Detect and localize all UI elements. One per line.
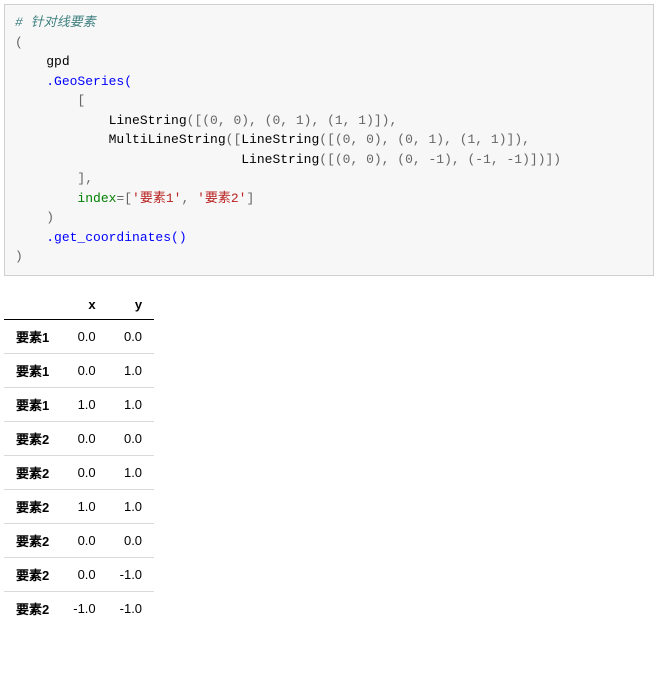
code-geoseries: .GeoSeries( — [46, 74, 132, 89]
table-row-index: 要素2 — [4, 557, 61, 591]
table-cell-y: 0.0 — [108, 319, 154, 353]
table-row-index: 要素1 — [4, 387, 61, 421]
code-multilinestring: MultiLineString — [109, 132, 226, 147]
table-row: 要素10.01.0 — [4, 353, 154, 387]
code-index-eq: =[ — [116, 191, 132, 206]
table-cell-x: 0.0 — [61, 421, 107, 455]
table-cell-y: -1.0 — [108, 591, 154, 625]
table-row-index: 要素1 — [4, 353, 61, 387]
table-cell-x: -1.0 — [61, 591, 107, 625]
table-cell-x: 1.0 — [61, 489, 107, 523]
table-cell-x: 0.0 — [61, 557, 107, 591]
code-index-v1: '要素1' — [132, 191, 181, 206]
table-row: 要素2-1.0-1.0 — [4, 591, 154, 625]
table-cell-x: 1.0 — [61, 387, 107, 421]
table-row: 要素11.01.0 — [4, 387, 154, 421]
table-cell-y: 1.0 — [108, 455, 154, 489]
code-close-paren-2: ) — [15, 249, 23, 264]
table-row: 要素20.0-1.0 — [4, 557, 154, 591]
code-index-comma: , — [181, 191, 197, 206]
code-gpd: gpd — [46, 54, 69, 69]
table-row: 要素20.00.0 — [4, 523, 154, 557]
table-row: 要素10.00.0 — [4, 319, 154, 353]
table-row-index: 要素2 — [4, 421, 61, 455]
code-index-v2: '要素2' — [197, 191, 246, 206]
table-col-x: x — [61, 290, 107, 320]
table-row-index: 要素2 — [4, 489, 61, 523]
table-cell-y: 0.0 — [108, 421, 154, 455]
table-cell-y: 1.0 — [108, 489, 154, 523]
output-table: x y 要素10.00.0要素10.01.0要素11.01.0要素20.00.0… — [4, 290, 154, 625]
table-row: 要素21.01.0 — [4, 489, 154, 523]
code-linestring-1: LineString — [109, 113, 187, 128]
table-header-row: x y — [4, 290, 154, 320]
code-bracket-open: [ — [77, 93, 85, 108]
table-cell-y: 1.0 — [108, 353, 154, 387]
code-comment: # 针对线要素 — [15, 15, 96, 30]
table-cell-x: 0.0 — [61, 319, 107, 353]
code-mls-open: ([ — [226, 132, 242, 147]
code-coords-mls-ls2: ([(0, 0), (0, -1), (-1, -1)])]) — [319, 152, 561, 167]
code-linestring-3: LineString — [241, 152, 319, 167]
table-row-index: 要素2 — [4, 523, 61, 557]
code-coords-mls-ls1: ([(0, 0), (0, 1), (1, 1)]), — [319, 132, 530, 147]
code-cell: # 针对线要素 ( gpd .GeoSeries( [ LineString([… — [4, 4, 654, 276]
code-index-kw: index — [77, 191, 116, 206]
table-cell-y: 1.0 — [108, 387, 154, 421]
code-close-paren-1: ) — [46, 210, 54, 225]
table-row-index: 要素2 — [4, 591, 61, 625]
table-cell-y: -1.0 — [108, 557, 154, 591]
table-cell-x: 0.0 — [61, 523, 107, 557]
table-cell-x: 0.0 — [61, 353, 107, 387]
table-row-index: 要素2 — [4, 455, 61, 489]
table-row: 要素20.00.0 — [4, 421, 154, 455]
code-index-close: ] — [246, 191, 254, 206]
code-linestring-2: LineString — [241, 132, 319, 147]
table-cell-y: 0.0 — [108, 523, 154, 557]
table-row-index: 要素1 — [4, 319, 61, 353]
code-bracket-close: ], — [77, 171, 93, 186]
table-cell-x: 0.0 — [61, 455, 107, 489]
code-get-coordinates: .get_coordinates() — [46, 230, 186, 245]
code-coords-ls1: ([(0, 0), (0, 1), (1, 1)]), — [187, 113, 398, 128]
code-paren-open: ( — [15, 35, 23, 50]
table-row: 要素20.01.0 — [4, 455, 154, 489]
table-corner — [4, 290, 61, 320]
table-col-y: y — [108, 290, 154, 320]
